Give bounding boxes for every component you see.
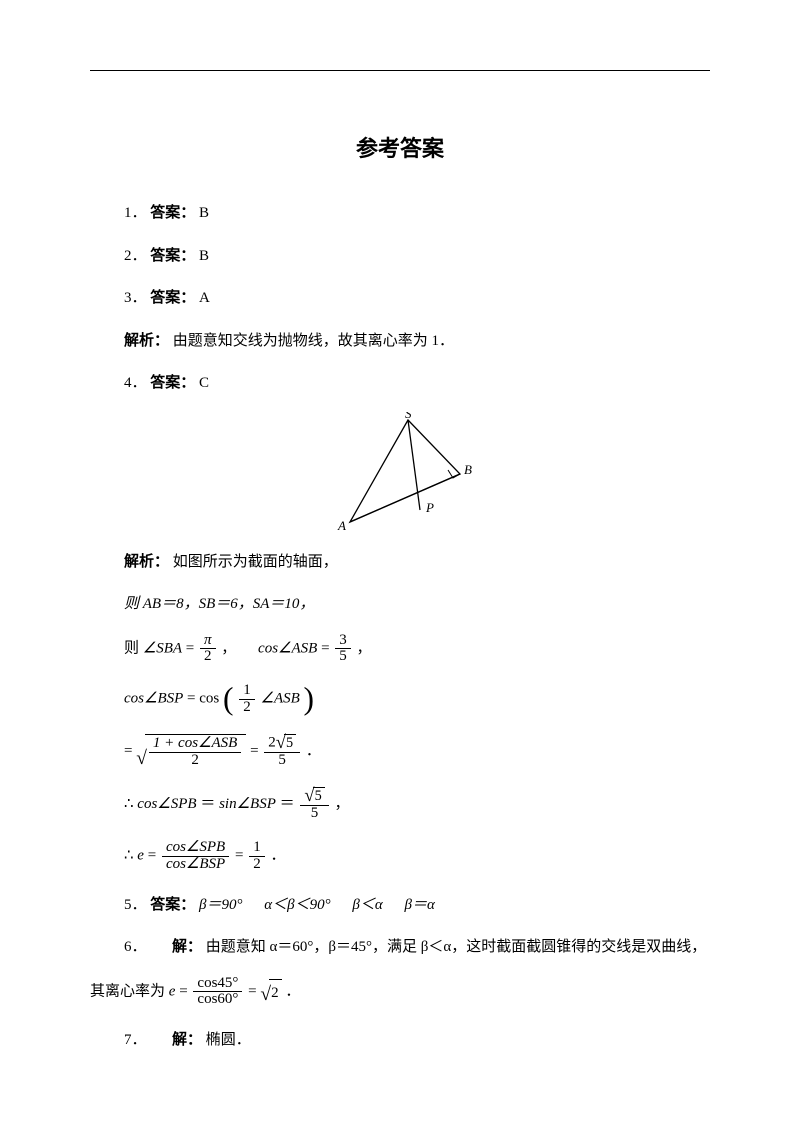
q4-expl-line1: 如图所示为截面的轴面， bbox=[173, 554, 338, 570]
e-num: cos∠SPB bbox=[162, 840, 229, 857]
e-den: cos∠BSP bbox=[162, 857, 229, 873]
q5-label: 答案： bbox=[150, 897, 195, 913]
q3-num: 3． bbox=[124, 290, 147, 306]
sqrt-num: 1 + cos∠ASB bbox=[149, 736, 241, 753]
answer-6: 6． 解： 由题意知 α＝60°，β＝45°，满足 β＜α，这时截面截圆锥得的交… bbox=[90, 933, 710, 962]
q2-ans: B bbox=[199, 248, 209, 264]
q6-num: 6． bbox=[124, 939, 147, 955]
figure-triangle: S A B P bbox=[90, 412, 710, 542]
answer-6-line2: 其离心率为 e = cos45° cos60° = √2 ． bbox=[90, 976, 710, 1009]
top-rule bbox=[90, 70, 710, 71]
half-n2: 1 bbox=[249, 840, 265, 857]
q3-expl-text: 由题意知交线为抛物线，故其离心率为 1． bbox=[173, 333, 454, 349]
q4-ans: C bbox=[199, 375, 209, 391]
q2-label: 答案： bbox=[150, 248, 195, 264]
e2: e bbox=[169, 983, 176, 999]
q5-p3: β＝α bbox=[404, 897, 434, 913]
therefore1: ∴ bbox=[124, 796, 134, 812]
cos-spb: cos∠SPB bbox=[137, 796, 196, 812]
q3-label: 答案： bbox=[150, 290, 195, 306]
then: 则 bbox=[124, 640, 143, 656]
label-s: S bbox=[405, 412, 412, 421]
eq-sba: 则 ∠SBA = π2 ， cos∠ASB = 35 ， bbox=[90, 633, 710, 666]
cos45: cos45° bbox=[193, 976, 242, 993]
q5-p0: β＝90° bbox=[199, 897, 242, 913]
label-b: B bbox=[464, 462, 472, 477]
q2-num: 2． bbox=[124, 248, 147, 264]
q5-p1: α＜β＜90° bbox=[264, 897, 330, 913]
pi-num: π bbox=[200, 633, 216, 650]
cos-fn: cos bbox=[199, 691, 219, 707]
answer-3: 3． 答案： A bbox=[90, 284, 710, 313]
den5a: 5 bbox=[264, 753, 300, 769]
e1: e bbox=[137, 848, 144, 864]
cos60: cos60° bbox=[193, 992, 242, 1008]
cos-bsp: cos∠BSP bbox=[124, 691, 183, 707]
answer-5: 5． 答案： β＝90° α＜β＜90° β＜α β＝α bbox=[90, 891, 710, 920]
content: 1． 答案： B 2． 答案： B 3． 答案： A 解析： 由题意知交线为抛物… bbox=[90, 199, 710, 1055]
q6-text2: 其离心率为 bbox=[90, 983, 169, 999]
q4-expl-label: 解析： bbox=[124, 554, 169, 570]
frac35n: 3 bbox=[335, 633, 351, 650]
answer-1: 1． 答案： B bbox=[90, 199, 710, 228]
q3-ans: A bbox=[199, 290, 210, 306]
q4-label: 答案： bbox=[150, 375, 195, 391]
answer-4: 4． 答案： C bbox=[90, 369, 710, 398]
q1-num: 1． bbox=[124, 205, 147, 221]
eq-e-half: ∴ e = cos∠SPB cos∠BSP = 1 2 ． bbox=[90, 840, 710, 873]
q7-text: 椭圆． bbox=[206, 1032, 251, 1048]
q1-label: 答案： bbox=[150, 205, 195, 221]
half-n: 1 bbox=[239, 683, 255, 700]
label-a: A bbox=[337, 518, 346, 533]
answer-7: 7． 解： 椭圆． bbox=[90, 1026, 710, 1055]
sqrt-den: 2 bbox=[149, 753, 241, 769]
triangle-svg: S A B P bbox=[320, 412, 480, 537]
page-title: 参考答案 bbox=[90, 131, 710, 163]
sba: ∠SBA bbox=[143, 640, 182, 656]
q7-label: 解： bbox=[172, 1032, 202, 1048]
q4-num: 4． bbox=[124, 375, 147, 391]
q3-expl-label: 解析： bbox=[124, 333, 169, 349]
answer-2: 2． 答案： B bbox=[90, 242, 710, 271]
q4-ab-line: 则 AB＝8，SB＝6，SA＝10， bbox=[90, 590, 710, 619]
answer-3-expl: 解析： 由题意知交线为抛物线，故其离心率为 1． bbox=[90, 327, 710, 356]
q6-text1: 由题意知 α＝60°，β＝45°，满足 β＜α，这时截面截圆锥得的交线是双曲线， bbox=[206, 939, 706, 955]
eq-therefore-cos-spb: ∴ cos∠SPB ＝ sin∠BSP ＝ √5 5 ， bbox=[90, 787, 710, 822]
therefore2: ∴ bbox=[124, 848, 134, 864]
q5-p2: β＜α bbox=[352, 897, 382, 913]
pi-den: 2 bbox=[200, 649, 216, 665]
q7-num: 7． bbox=[124, 1032, 147, 1048]
label-p: P bbox=[425, 500, 434, 515]
sin-bsp: sin∠BSP bbox=[219, 796, 276, 812]
q6-label: 解： bbox=[172, 939, 202, 955]
q5-num: 5． bbox=[124, 897, 147, 913]
half-d: 2 bbox=[239, 700, 255, 716]
eq-cos-bsp: cos∠BSP = cos ( 12 ∠ASB ) bbox=[90, 683, 710, 716]
eq-sqrt-line: = √ 1 + cos∠ASB2 = 2√5 5 ． bbox=[90, 734, 710, 769]
half-d2: 2 bbox=[249, 857, 265, 873]
den5b: 5 bbox=[300, 806, 328, 822]
q1-ans: B bbox=[199, 205, 209, 221]
answer-4-expl: 解析： 如图所示为截面的轴面， bbox=[90, 548, 710, 577]
q4-ab: 则 AB＝8，SB＝6，SA＝10， bbox=[124, 596, 314, 612]
asb-ang: ∠ASB bbox=[261, 691, 300, 707]
frac35d: 5 bbox=[335, 649, 351, 665]
cos-asb: cos∠ASB bbox=[258, 640, 317, 656]
